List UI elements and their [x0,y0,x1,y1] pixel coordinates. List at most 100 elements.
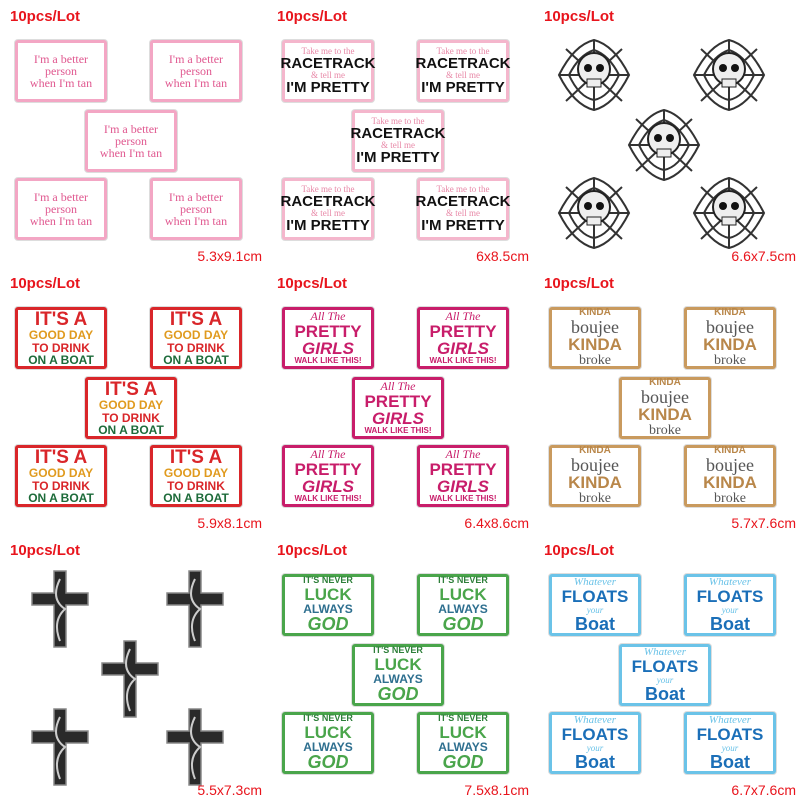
patch-text: FLOATS [696,725,764,745]
patch-text: when I'm tan [29,214,93,229]
patch-text: RACETRACK [350,124,446,142]
patch-text: boujee [706,317,754,338]
patch-text: & tell me [311,208,345,218]
patch-text: RACETRACK [415,192,511,210]
patch-text: I'm a better [168,51,224,66]
patch-text: Boat [710,751,750,772]
patch-text: when I'm tan [164,76,228,91]
patch-text: ON A BOAT [163,490,229,505]
patch-text: IT'S A [34,446,88,468]
patch-text: LUCK [439,584,487,604]
pieces-per-lot-label: 10pcs/Lot [544,542,615,559]
patch-text: GOD [377,684,419,705]
patch-text: Boat [575,751,615,772]
patch: Take me to the RACETRACK & tell me I'M PRET… [416,40,511,102]
patch-text: KINDA [568,335,622,355]
skull-spiderweb-icon [624,105,704,185]
patch: Whatever FLOATS your Boat [549,574,641,636]
patch-text: & tell me [311,70,345,80]
patch: Whatever FLOATS your Boat [684,574,776,636]
patch: I'm a better person when I'm tan [15,40,107,102]
patch: I'm a better person when I'm tan [85,110,177,172]
pieces-per-lot-label: 10pcs/Lot [10,275,81,292]
patch-text: All The [310,309,346,324]
patch-text: RACETRACK [280,192,376,210]
patch-text: KINDA [579,444,611,456]
pieces-per-lot-label: 10pcs/Lot [277,275,348,292]
patch: KINDA boujee KINDA broke [684,445,776,507]
patch-text: ALWAYS [303,601,353,616]
patch-text: Whatever [708,713,752,726]
patch-text: boujee [706,455,754,476]
patch-text: boujee [571,455,619,476]
patch: I'm a better person when I'm tan [150,178,242,240]
patch-text: WALK LIKE THIS! [429,356,497,366]
patch: KINDA boujee KINDA broke [619,377,711,439]
skull-spiderweb-icon [689,173,769,253]
patch-text: your [586,604,604,615]
patch-text: FLOATS [696,587,764,607]
patch-text: WALK LIKE THIS! [294,494,362,504]
patch-text: GOD [442,614,484,635]
patch-text: ALWAYS [373,671,423,686]
patch-text: IT'S A [104,378,158,400]
patch-text: ON A BOAT [28,352,94,367]
patch-text: I'm a better [168,189,224,204]
patch-text: IT'S A [169,308,223,330]
patch: I'm a better person when I'm tan [150,40,242,102]
skull-spiderweb-icon [554,173,634,253]
patch-text: IT'S NEVER [303,575,353,586]
patch-text: I'M PRETTY [286,217,370,235]
patch-text: your [586,742,604,753]
patch: All The PRETTY GIRLS WALK LIKE THIS! [352,377,444,439]
patch-text: broke [714,490,746,506]
patch-text: Whatever [708,575,752,588]
patch-text: GOD [442,752,484,773]
patch-text: IT'S A [34,308,88,330]
product-cell: 10pcs/Lot 5.5x7.3cm [0,534,266,800]
patch-text: TO DRINK [167,340,225,355]
patch-text: GIRLS [437,339,489,359]
patch-text: FLOATS [631,657,699,677]
patch-text: Take me to the [301,45,355,56]
patch-text: IT'S NEVER [438,713,488,724]
patch-text: PRETTY [294,459,362,479]
patch-text: GOOD DAY [28,328,94,343]
patch-text: All The [445,309,481,324]
patch-text: IT'S NEVER [303,713,353,724]
size-label: 6.4x8.6cm [464,515,529,531]
skull-spiderweb-icon [689,35,769,115]
patch-text: WALK LIKE THIS! [364,426,432,436]
patch-text: & tell me [381,140,415,150]
patch: All The PRETTY GIRLS WALK LIKE THIS! [417,445,509,507]
product-cell: I'm a better person when I'm tan I'm a bett… [0,0,266,266]
patch: Take me to the RACETRACK & tell me I'M PRET… [350,110,446,172]
size-label: 6x8.5cm [476,248,529,264]
patch-text: person [115,133,147,148]
patch-text: your [721,742,739,753]
patch-text: All The [380,379,416,394]
patch: Whatever FLOATS your Boat [549,712,641,774]
patch-text: Whatever [643,645,687,658]
patch: I'm a better person when I'm tan [15,178,107,240]
patch: IT'S NEVER LUCK ALWAYS GOD [282,574,374,636]
patch-text: & tell me [446,70,480,80]
patch-text: PRETTY [429,321,497,341]
patch-text: Take me to the [436,183,490,194]
patch-text: TO DRINK [167,478,225,493]
patch-text: Take me to the [436,45,490,56]
gothic-cross-icon [20,707,100,787]
patch-text: GOD [307,752,349,773]
patch-text: KINDA [703,335,757,355]
patch-text: PRETTY [364,391,432,411]
patch-text: boujee [641,387,689,408]
patch-text: GIRLS [437,477,489,497]
patch-text: GIRLS [372,409,424,429]
patch-text: boujee [571,317,619,338]
patch-text: KINDA [568,473,622,493]
patch-text: ON A BOAT [28,490,94,505]
patch: All The PRETTY GIRLS WALK LIKE THIS! [282,307,374,369]
gothic-cross-icon [155,707,235,787]
patch-text: TO DRINK [32,340,90,355]
product-cell: Whatever FLOATS your Boat Whatever FLOATS your… [534,534,800,800]
